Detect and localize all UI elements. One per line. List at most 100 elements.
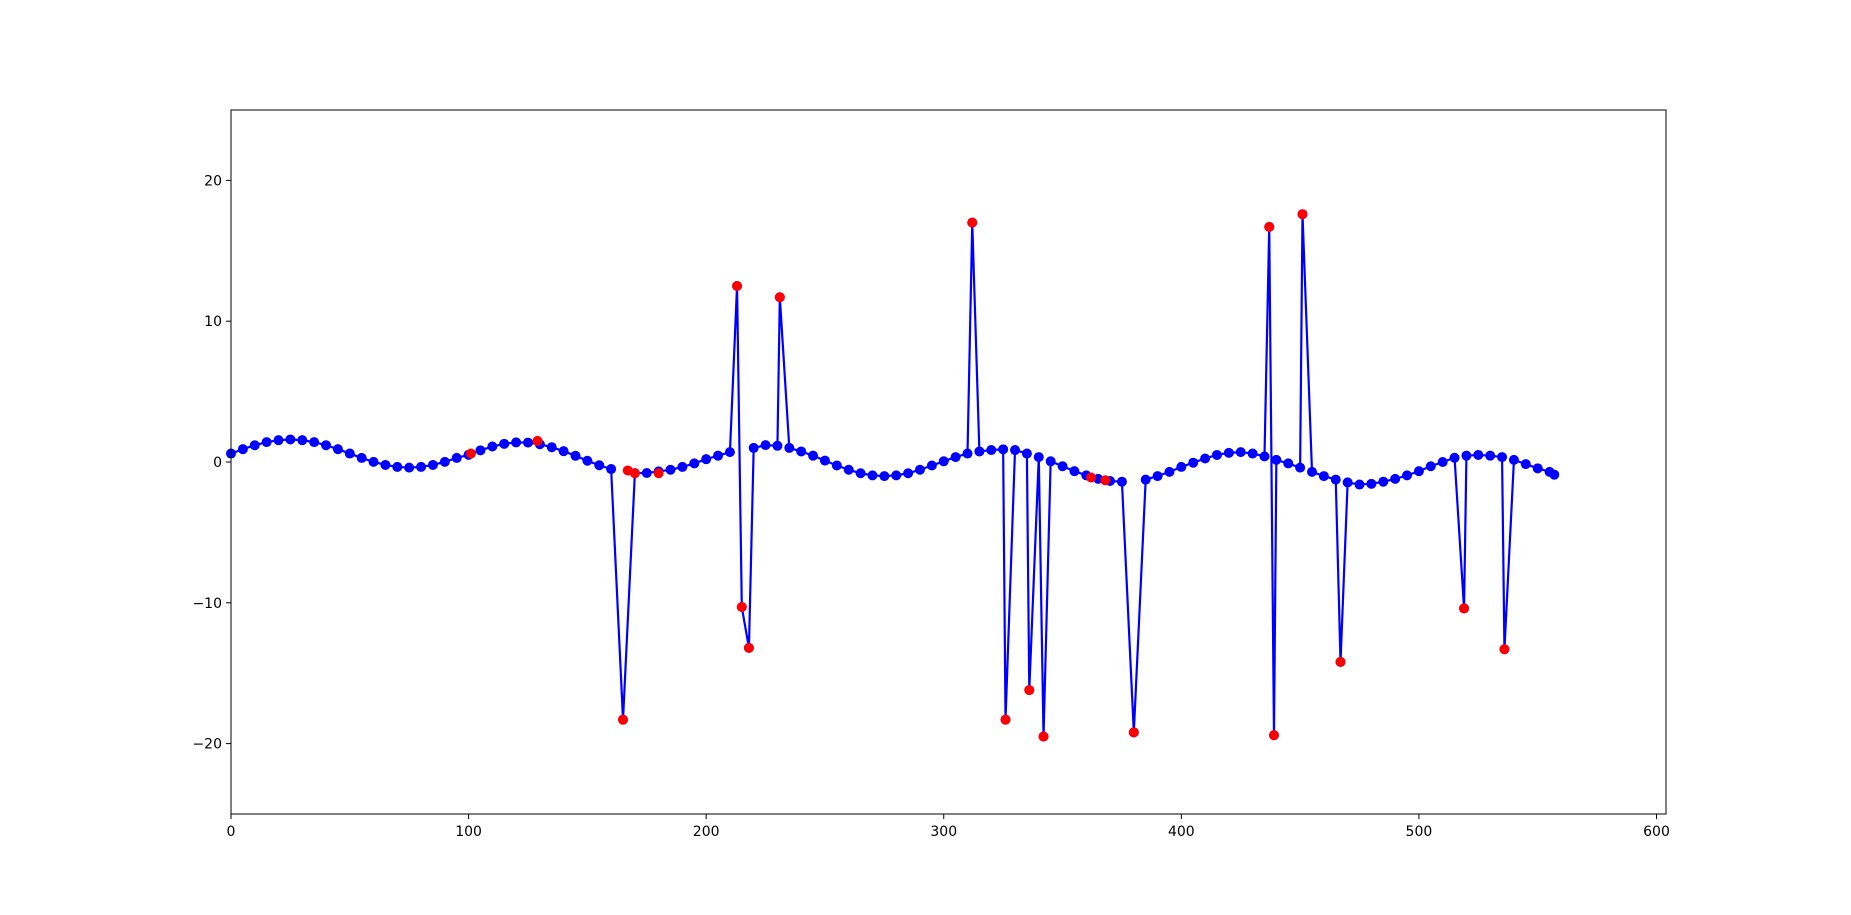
point [1259, 451, 1270, 462]
y-tick-label: 0 [213, 455, 222, 471]
point [796, 446, 807, 457]
point [570, 450, 581, 461]
x-tick-label: 100 [455, 824, 482, 840]
point [867, 470, 878, 481]
point [1116, 476, 1127, 487]
point [1100, 475, 1111, 486]
point [701, 454, 712, 465]
point [1485, 450, 1496, 461]
point [1045, 456, 1056, 467]
y-tick-label: −10 [192, 596, 222, 612]
point [273, 435, 284, 446]
point [356, 452, 367, 463]
point [831, 460, 842, 471]
point [1000, 714, 1011, 725]
point [1271, 454, 1282, 465]
point [1297, 209, 1308, 220]
point [558, 446, 569, 457]
point [926, 460, 937, 471]
point [732, 281, 743, 291]
point [1413, 466, 1424, 477]
point [962, 448, 973, 459]
point [1057, 461, 1068, 472]
point [1402, 470, 1413, 481]
point [629, 468, 640, 479]
point [392, 461, 403, 472]
point [1295, 462, 1306, 473]
point [986, 445, 997, 456]
point [713, 450, 724, 461]
point [743, 642, 754, 653]
x-tick-label: 600 [1643, 824, 1670, 840]
point [1264, 221, 1275, 232]
y-tick-label: −20 [192, 737, 222, 753]
point [1128, 727, 1139, 738]
point [1247, 448, 1258, 459]
point [582, 455, 593, 466]
point [511, 437, 522, 448]
point [368, 456, 379, 467]
point [772, 440, 783, 451]
point [903, 468, 914, 479]
point [465, 448, 476, 459]
point [1152, 471, 1163, 482]
point [1335, 656, 1346, 667]
point [641, 467, 652, 478]
y-tick-label: 10 [204, 314, 222, 330]
point [819, 455, 830, 466]
point [499, 438, 510, 449]
point [974, 446, 985, 457]
point [855, 468, 866, 479]
point [653, 468, 664, 479]
point [427, 459, 438, 470]
point [665, 464, 676, 475]
point [1473, 449, 1484, 460]
point [532, 435, 543, 446]
point [618, 714, 629, 725]
point [546, 442, 557, 453]
point [594, 460, 605, 471]
point [332, 444, 343, 455]
point [1549, 469, 1560, 480]
plot-frame [230, 109, 1667, 815]
point [237, 444, 248, 455]
point [914, 464, 925, 475]
point [1038, 731, 1049, 742]
point [1176, 461, 1187, 472]
point [1211, 449, 1222, 460]
point [1223, 447, 1234, 458]
point [736, 602, 747, 613]
point [1342, 477, 1353, 488]
point [998, 444, 1009, 455]
point [1021, 448, 1032, 459]
point [1461, 450, 1472, 461]
point [1449, 452, 1460, 463]
point [891, 470, 902, 481]
point [1069, 466, 1080, 477]
point [344, 448, 355, 459]
point [1086, 472, 1097, 483]
y-tick-label: 20 [204, 173, 222, 189]
point [1024, 685, 1035, 696]
point [1437, 457, 1448, 467]
point [1010, 445, 1021, 456]
point [309, 437, 320, 448]
point [1532, 463, 1543, 474]
x-tick-label: 200 [693, 824, 720, 840]
point [774, 292, 785, 303]
point [760, 440, 771, 451]
point [439, 456, 450, 467]
point [1307, 466, 1318, 477]
point [249, 440, 260, 451]
point [1318, 471, 1329, 482]
point [261, 437, 272, 448]
point [677, 461, 688, 472]
x-tick-label: 0 [227, 824, 236, 840]
x-tick-label: 400 [1168, 824, 1195, 840]
point [404, 462, 415, 473]
point [950, 452, 961, 463]
x-tick-label: 500 [1406, 824, 1433, 840]
